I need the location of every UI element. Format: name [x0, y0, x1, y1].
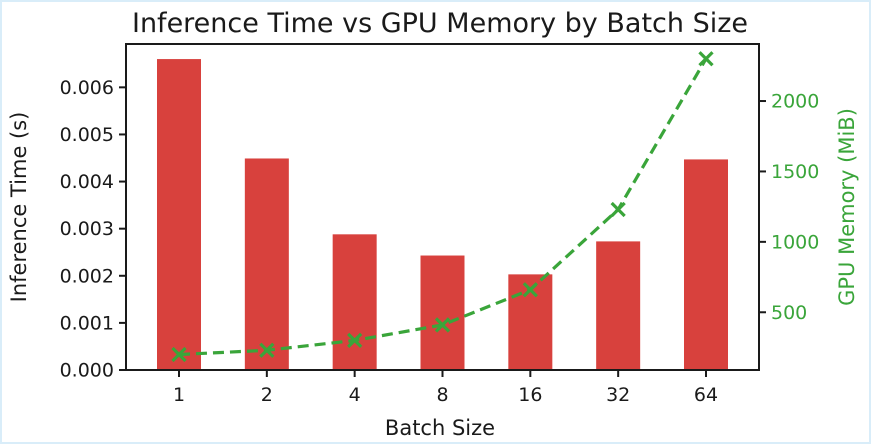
bar-batch-32 — [596, 241, 641, 370]
x-tick-label-1: 1 — [173, 384, 185, 406]
bar-batch-8 — [420, 255, 465, 370]
right-axis-label: GPU Memory (MiB) — [835, 108, 859, 306]
left-tick-label: 0.006 — [60, 77, 114, 99]
x-tick-label-2: 2 — [261, 384, 273, 406]
right-tick-label: 1000 — [771, 231, 819, 253]
gpu-memory-marker-4 — [347, 332, 363, 349]
gpu-memory-marker-16 — [522, 282, 538, 298]
x-tick-label-64: 64 — [694, 384, 718, 406]
left-tick-label: 0.005 — [60, 124, 114, 146]
x-axis-label: Batch Size — [385, 416, 495, 440]
gpu-memory-marker-1 — [171, 346, 187, 363]
left-tick-label: 0.000 — [60, 360, 114, 382]
left-tick-label: 0.003 — [60, 218, 114, 240]
left-axis-label: Inference Time (s) — [7, 112, 31, 303]
bar-batch-1 — [157, 59, 201, 371]
x-tick-label-32: 32 — [606, 384, 630, 406]
gpu-memory-marker-8 — [434, 317, 451, 333]
x-tick-label-16: 16 — [518, 384, 542, 406]
gpu-memory-marker-2 — [259, 342, 275, 358]
gpu-memory-marker-64 — [698, 51, 714, 67]
right-tick-label: 500 — [771, 302, 807, 324]
bar-batch-2 — [244, 158, 289, 370]
left-tick-label: 0.001 — [60, 312, 114, 334]
x-tick-label-8: 8 — [436, 384, 448, 406]
right-tick-label: 1500 — [771, 161, 819, 183]
gpu-memory-marker-32 — [610, 201, 626, 218]
x-tick-label-4: 4 — [349, 384, 361, 406]
chart-title: Inference Time vs GPU Memory by Batch Si… — [132, 8, 748, 39]
bar-batch-64 — [684, 159, 728, 370]
left-tick-label: 0.002 — [60, 265, 114, 287]
bar-batch-4 — [332, 234, 377, 370]
left-tick-label: 0.004 — [60, 171, 114, 193]
right-tick-label: 2000 — [771, 91, 819, 113]
